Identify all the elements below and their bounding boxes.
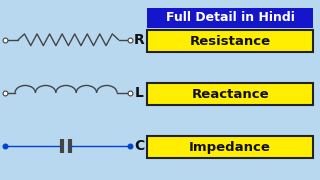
Text: R: R	[134, 33, 145, 47]
Text: L: L	[135, 86, 144, 100]
Text: Resistance: Resistance	[189, 35, 271, 48]
FancyBboxPatch shape	[147, 8, 313, 28]
FancyBboxPatch shape	[147, 136, 313, 158]
Text: Reactance: Reactance	[191, 88, 269, 101]
Text: C: C	[134, 139, 144, 153]
FancyBboxPatch shape	[147, 30, 313, 52]
Text: Impedance: Impedance	[189, 141, 271, 154]
FancyBboxPatch shape	[147, 83, 313, 105]
Text: Full Detail in Hindi: Full Detail in Hindi	[166, 12, 294, 24]
